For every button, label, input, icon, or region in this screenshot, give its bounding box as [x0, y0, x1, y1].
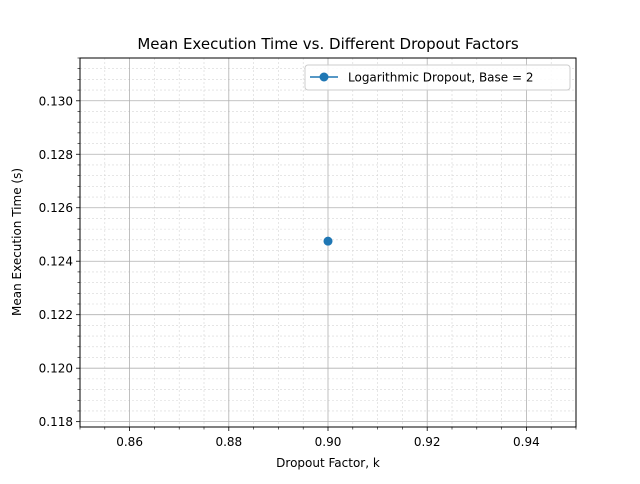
x-tick-label: 0.86 — [116, 435, 143, 449]
legend-box — [304, 64, 571, 91]
legend: Logarithmic Dropout, Base = 2 — [304, 64, 571, 91]
y-axis-label: Mean Execution Time (s) — [10, 168, 24, 316]
legend-series-marker — [319, 72, 329, 82]
y-tick-label: 0.126 — [39, 201, 73, 215]
y-tick-label: 0.122 — [39, 308, 73, 322]
y-axis-ticks: 0.118 0.120 0.122 0.124 0.126 0.128 0.130 — [39, 57, 80, 429]
y-tick-label: 0.124 — [39, 255, 73, 269]
chart-title: Mean Execution Time vs. Different Dropou… — [137, 35, 519, 53]
y-tick-label: 0.118 — [39, 415, 73, 429]
y-tick-label: 0.128 — [39, 148, 73, 162]
legend-series-label: Logarithmic Dropout, Base = 2 — [348, 71, 534, 85]
y-tick-label: 0.120 — [39, 362, 73, 376]
x-axis-ticks: 0.86 0.88 0.90 0.92 0.94 — [79, 427, 577, 449]
x-tick-label: 0.92 — [414, 435, 441, 449]
y-tick-label: 0.130 — [39, 94, 73, 108]
series-layer — [323, 236, 333, 246]
x-axis-label: Dropout Factor, k — [276, 456, 380, 470]
x-tick-label: 0.94 — [513, 435, 540, 449]
data-point — [323, 236, 333, 246]
x-tick-label: 0.88 — [215, 435, 242, 449]
x-tick-label: 0.90 — [315, 435, 342, 449]
